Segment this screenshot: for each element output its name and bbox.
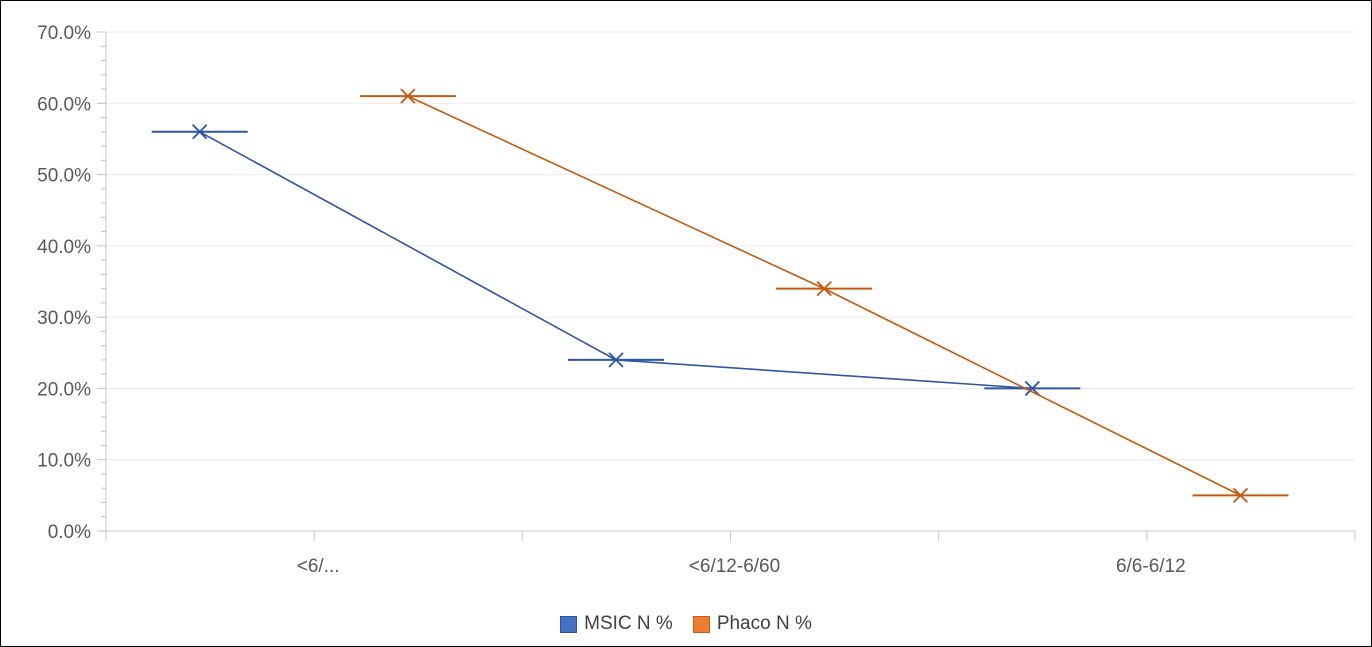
y-tick-label: 20.0%	[37, 379, 91, 400]
legend-label-msic: MSIC N %	[584, 613, 673, 634]
series-line-1	[407, 95, 1241, 497]
legend: MSIC N % Phaco N %	[1, 613, 1371, 635]
series-0-point-marker	[192, 124, 208, 140]
y-tick-label: 0.0%	[48, 522, 91, 543]
legend-swatch-phaco	[692, 615, 710, 633]
y-tick-label: 70.0%	[37, 23, 91, 44]
legend-swatch-msic	[560, 615, 578, 633]
series-0-point-marker	[1024, 380, 1040, 397]
legend-item-phaco: Phaco N %	[692, 613, 812, 635]
series-1-point-marker	[816, 280, 832, 297]
y-tick-label: 10.0%	[37, 451, 91, 472]
legend-item-msic: MSIC N %	[560, 613, 673, 635]
y-tick-label: 40.0%	[37, 237, 91, 258]
series-1-point-marker	[1232, 487, 1249, 503]
series-line-0	[199, 131, 1033, 390]
y-tick-label: 30.0%	[37, 308, 91, 329]
series-0-point-marker	[608, 352, 624, 368]
y-tick-label: 50.0%	[37, 166, 91, 187]
x-tick-label: <6/...	[297, 556, 340, 577]
y-tick-label: 60.0%	[37, 94, 91, 115]
series-1-point-marker	[400, 88, 416, 104]
x-tick-label: <6/12-6/60	[689, 556, 780, 577]
legend-label-phaco: Phaco N %	[716, 613, 812, 634]
x-tick-label: 6/6-6/12	[1116, 556, 1186, 577]
